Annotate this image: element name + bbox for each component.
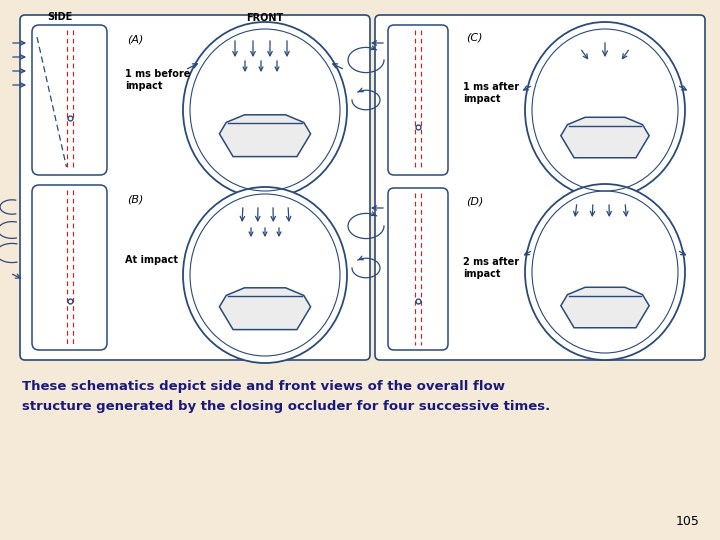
Ellipse shape (525, 22, 685, 198)
Ellipse shape (525, 184, 685, 360)
Text: At impact: At impact (125, 255, 178, 265)
Text: These schematics depict side and front views of the overall flow: These schematics depict side and front v… (22, 380, 505, 393)
Polygon shape (220, 115, 310, 157)
Text: (B): (B) (127, 195, 143, 205)
Text: (A): (A) (127, 35, 143, 45)
FancyBboxPatch shape (388, 25, 448, 175)
Polygon shape (561, 287, 649, 328)
FancyBboxPatch shape (32, 25, 107, 175)
Text: 105: 105 (676, 515, 700, 528)
Ellipse shape (183, 22, 347, 198)
Text: structure generated by the closing occluder for four successive times.: structure generated by the closing occlu… (22, 400, 550, 413)
Text: (C): (C) (466, 33, 482, 43)
Ellipse shape (183, 187, 347, 363)
Text: SIDE: SIDE (47, 12, 72, 22)
Text: 1 ms before
impact: 1 ms before impact (125, 69, 190, 91)
Text: 2 ms after
impact: 2 ms after impact (463, 257, 519, 279)
Text: FRONT: FRONT (246, 13, 284, 23)
FancyBboxPatch shape (20, 15, 370, 360)
Polygon shape (220, 288, 310, 329)
Text: 1 ms after
impact: 1 ms after impact (463, 82, 519, 104)
FancyBboxPatch shape (388, 188, 448, 350)
Text: (D): (D) (466, 196, 483, 206)
Polygon shape (561, 117, 649, 158)
FancyBboxPatch shape (375, 15, 705, 360)
FancyBboxPatch shape (32, 185, 107, 350)
